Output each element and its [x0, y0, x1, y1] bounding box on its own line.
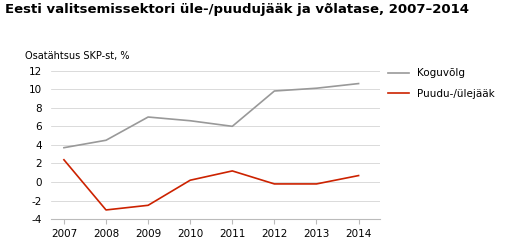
- Koguvõlg: [356, 82, 362, 85]
- Puudu-/ülejääk: [271, 182, 278, 185]
- Puudu-/ülejääk: [187, 179, 193, 182]
- Line: Koguvõlg: Koguvõlg: [64, 84, 359, 148]
- Koguvõlg: [229, 125, 235, 128]
- Puudu-/ülejääk: [103, 208, 109, 211]
- Text: Eesti valitsemissektori üle-/puudujääk ja võlatase, 2007–2014: Eesti valitsemissektori üle-/puudujääk j…: [5, 3, 469, 16]
- Puudu-/ülejääk: [229, 169, 235, 172]
- Legend: Koguvõlg, Puudu-/ülejääk: Koguvõlg, Puudu-/ülejääk: [388, 68, 495, 99]
- Koguvõlg: [61, 146, 67, 149]
- Text: Osatähtsus SKP-st, %: Osatähtsus SKP-st, %: [25, 51, 130, 61]
- Koguvõlg: [187, 119, 193, 122]
- Koguvõlg: [145, 115, 151, 118]
- Koguvõlg: [271, 89, 278, 92]
- Puudu-/ülejääk: [61, 158, 67, 161]
- Koguvõlg: [313, 87, 320, 90]
- Puudu-/ülejääk: [145, 204, 151, 207]
- Puudu-/ülejääk: [313, 182, 320, 185]
- Puudu-/ülejääk: [356, 174, 362, 177]
- Line: Puudu-/ülejääk: Puudu-/ülejääk: [64, 160, 359, 210]
- Koguvõlg: [103, 139, 109, 142]
